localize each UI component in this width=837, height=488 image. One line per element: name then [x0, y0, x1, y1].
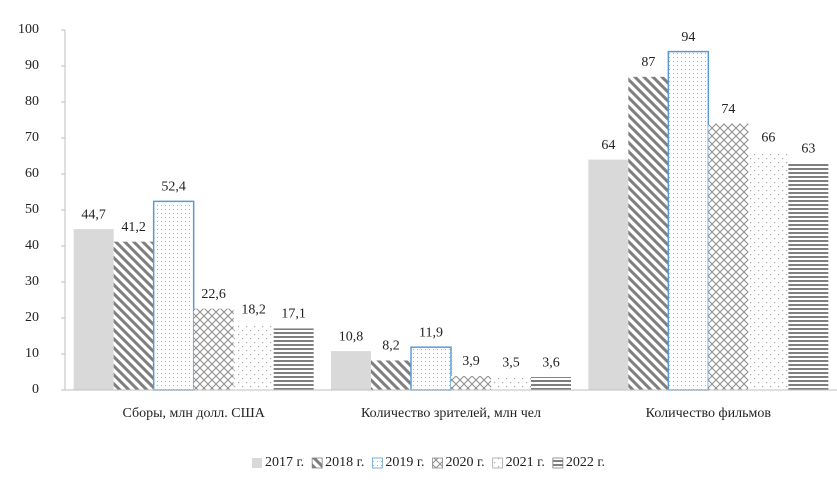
legend-swatch — [251, 458, 262, 468]
value-label: 74 — [721, 102, 735, 117]
bar — [193, 308, 234, 390]
value-label: 66 — [761, 131, 775, 146]
value-label: 3,6 — [542, 355, 560, 370]
x-tick-label: Количество фильмов — [646, 406, 772, 421]
legend-swatch — [371, 457, 383, 469]
value-label: 22,6 — [201, 287, 226, 302]
y-tick-label: 70 — [25, 130, 39, 145]
legend-swatch — [552, 457, 564, 469]
value-label: 3,9 — [462, 354, 480, 369]
bar — [588, 159, 629, 390]
value-label: 94 — [681, 30, 695, 45]
bar — [667, 50, 710, 391]
value-label: 63 — [801, 141, 815, 156]
bar — [628, 76, 669, 391]
y-tick-label: 80 — [25, 94, 39, 109]
bar — [113, 241, 154, 390]
value-label: 17,1 — [281, 307, 306, 322]
bar — [371, 360, 411, 390]
legend-label: 2020 г. — [446, 455, 485, 470]
legend-label: 2018 г. — [325, 455, 364, 470]
value-label: 18,2 — [241, 303, 266, 318]
legend-label: 2021 г. — [506, 455, 545, 470]
legend-swatch — [432, 457, 443, 469]
bar — [73, 229, 114, 390]
bar — [233, 324, 274, 390]
value-label: 41,2 — [121, 220, 146, 235]
y-tick-label: 90 — [25, 58, 39, 73]
y-tick-label: 0 — [32, 382, 39, 397]
bar — [410, 346, 452, 391]
y-tick-label: 100 — [18, 22, 39, 37]
bar — [152, 200, 195, 391]
legend-label: 2022 г. — [566, 455, 605, 470]
bar — [531, 377, 571, 390]
bar — [708, 123, 749, 390]
legend-swatch — [311, 457, 323, 469]
y-tick-label: 40 — [25, 238, 39, 253]
bar — [491, 377, 531, 390]
bar — [788, 163, 829, 390]
y-tick-label: 30 — [25, 274, 39, 289]
value-label: 64 — [601, 138, 615, 153]
legend-label: 2019 г. — [385, 455, 424, 470]
x-tick-label: Количество зрителей, млн чел — [361, 406, 541, 421]
bar — [273, 328, 314, 390]
value-label: 87 — [641, 55, 655, 70]
y-tick-label: 50 — [25, 202, 39, 217]
value-label: 44,7 — [81, 207, 106, 222]
value-label: 8,2 — [382, 339, 400, 354]
legend-label: 2017 г. — [265, 455, 304, 470]
value-label: 3,5 — [502, 356, 520, 371]
bar — [451, 375, 491, 390]
y-tick-label: 10 — [25, 346, 39, 361]
value-label: 11,9 — [419, 325, 443, 340]
y-tick-label: 20 — [25, 310, 39, 325]
legend-swatch — [492, 457, 504, 469]
bar — [748, 152, 789, 390]
value-label: 10,8 — [339, 329, 364, 344]
bar — [331, 351, 371, 390]
y-tick-label: 60 — [25, 166, 39, 181]
value-label: 52,4 — [161, 180, 186, 195]
x-tick-label: Сборы, млн долл. США — [122, 406, 265, 421]
